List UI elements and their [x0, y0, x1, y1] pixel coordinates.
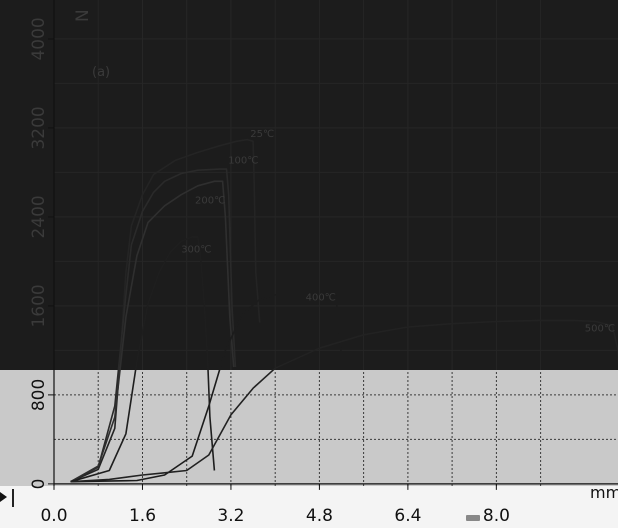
series-label: 300℃ [181, 245, 211, 256]
axes [53, 0, 618, 495]
x-axis-unit: mm [590, 483, 618, 502]
cursor-bar-icon [12, 489, 14, 507]
series-labels: 25℃ 100℃ 200℃ 300℃ 400℃ 500℃ [181, 129, 615, 335]
x-tick-labels: 0.0 1.6 3.2 4.8 6.4 8.0 [40, 483, 510, 526]
y-tick-label: 1600 [29, 284, 49, 327]
panel-label: (a) [92, 65, 110, 80]
series-label: 100℃ [228, 156, 258, 167]
data-curves [70, 138, 618, 483]
series-label: 25℃ [250, 129, 274, 140]
x-tick-label: 6.4 [394, 506, 421, 526]
series-line [70, 236, 216, 483]
x-tick-label: 0.0 [40, 506, 67, 526]
y-tick-label: 0 [29, 478, 49, 489]
series-line [70, 319, 618, 483]
x-tick-label: 4.8 [306, 506, 333, 526]
scroll-strip [0, 486, 618, 528]
series-line [70, 180, 235, 483]
y-tick-label: 4000 [29, 17, 49, 60]
y-tick-label: 3200 [29, 106, 49, 149]
gridlines-upper [54, 0, 618, 370]
series-label: 500℃ [585, 324, 615, 335]
x-tick-label: 1.6 [129, 506, 156, 526]
gridlines-lower [54, 370, 618, 495]
y-tick-label: 800 [29, 379, 49, 411]
y-tick-label: 2400 [29, 195, 49, 238]
x-tick-label: 3.2 [217, 506, 244, 526]
y-tick-labels: 0 800 1600 2400 3200 4000 [29, 17, 54, 489]
series-label: 400℃ [306, 292, 336, 303]
series-line [70, 168, 237, 483]
x-tick-label: 8.0 [483, 506, 510, 526]
y-axis-unit: N [73, 9, 93, 22]
play-arrow-icon[interactable] [0, 492, 7, 502]
visible-plot-region [0, 370, 618, 486]
scroll-thumb[interactable] [466, 515, 480, 521]
series-label: 200℃ [195, 196, 225, 207]
dark-overlay-region [0, 0, 618, 370]
